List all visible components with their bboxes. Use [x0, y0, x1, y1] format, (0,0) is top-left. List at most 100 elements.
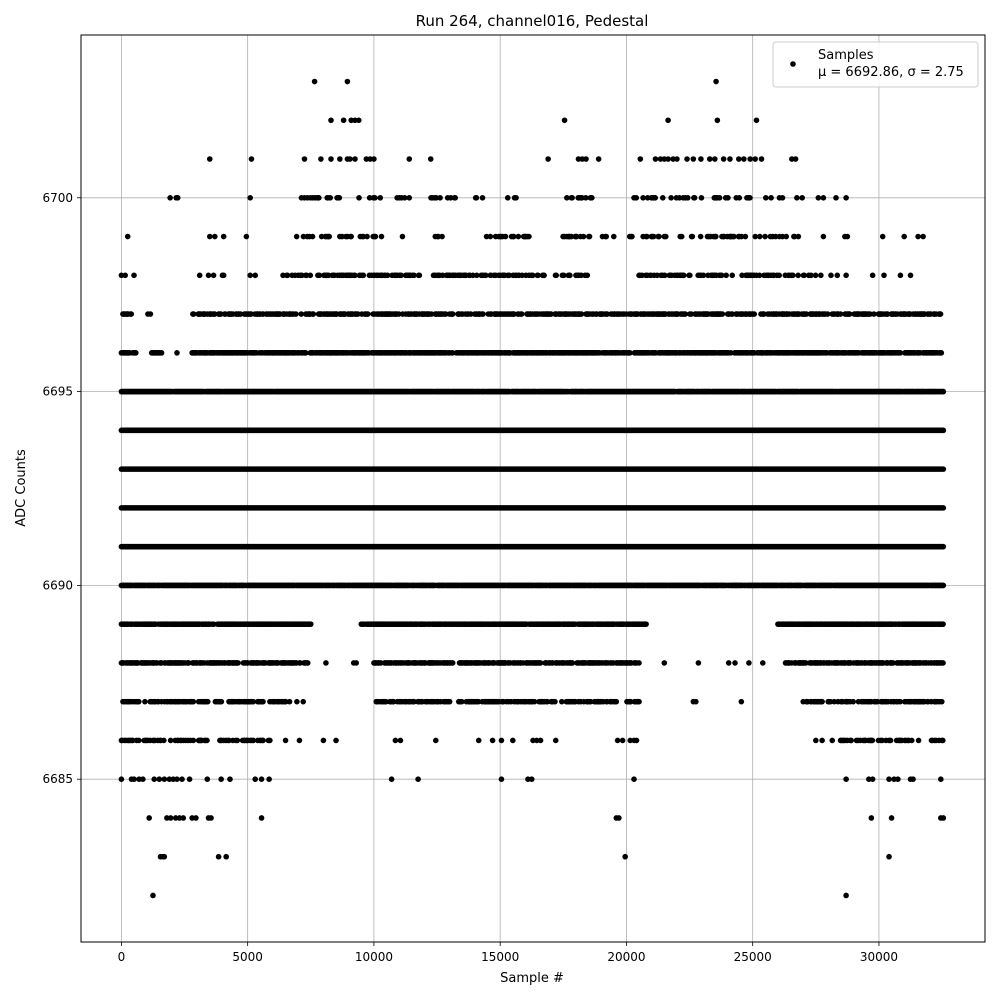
scatter-point: [633, 194, 640, 201]
scatter-point: [307, 621, 314, 627]
scatter-level-6700: [167, 194, 849, 201]
scatter-point: [584, 272, 591, 279]
scatter-point: [449, 660, 456, 666]
scatter-point: [820, 194, 827, 201]
scatter-point: [439, 233, 445, 240]
scatter-point: [212, 233, 218, 240]
scatter-point: [879, 233, 886, 240]
scatter-point: [795, 272, 801, 279]
scatter-point: [535, 272, 541, 279]
scatter-point: [513, 194, 519, 201]
scatter-point: [355, 117, 362, 124]
scatter-point: [247, 194, 253, 201]
scatter-point: [758, 156, 765, 162]
scatter-point: [372, 194, 378, 201]
scatter-point: [174, 194, 181, 201]
scatter-point: [416, 272, 423, 279]
scatter-point: [327, 194, 334, 201]
scatter-point: [301, 156, 308, 162]
scatter-point: [742, 233, 749, 240]
scatter-point: [564, 194, 570, 201]
scatter-point: [567, 272, 573, 279]
scatter-point: [603, 233, 610, 240]
scatter-point: [364, 233, 370, 240]
scatter-point: [371, 156, 377, 162]
scatter-point: [586, 233, 593, 240]
scatter-point: [378, 233, 385, 240]
scatter-point: [399, 233, 406, 240]
scatter-point: [756, 272, 763, 279]
scatter-point: [326, 233, 333, 240]
scatter-point: [316, 194, 322, 201]
scatter-point: [553, 272, 560, 279]
scatter-point: [122, 272, 128, 279]
scatter-point: [644, 233, 650, 240]
scatter-point: [869, 272, 876, 279]
scatter-point: [752, 233, 759, 240]
scatter-points: [118, 78, 947, 899]
scatter-point: [674, 156, 680, 162]
scatter-point: [569, 194, 575, 201]
scatter-point: [336, 194, 343, 201]
scatter-point: [284, 272, 291, 279]
scatter-point: [529, 272, 536, 279]
scatter-point: [940, 582, 947, 589]
scatter-point: [718, 272, 725, 279]
scatter-level-6698: [118, 272, 914, 279]
scatter-point: [776, 272, 783, 279]
scatter-point: [665, 117, 671, 124]
scatter-level-6690: [118, 582, 947, 589]
scatter-point: [174, 350, 180, 356]
scatter-point: [473, 272, 480, 279]
scatter-point: [736, 194, 743, 201]
scatter-point: [698, 194, 705, 201]
scatter-level-6703: [311, 78, 719, 85]
scatter-point: [637, 156, 644, 162]
scatter-point: [844, 233, 851, 240]
scatter-point: [779, 194, 786, 201]
scatter-point: [938, 350, 945, 356]
scatter-point: [589, 194, 595, 201]
scatter-point: [752, 156, 759, 162]
scatter-point: [659, 194, 666, 201]
scatter-point: [897, 350, 904, 356]
scatter-point: [473, 194, 480, 201]
scatter-point: [843, 194, 849, 201]
scatter-point: [304, 660, 311, 666]
scatter-point: [824, 311, 831, 317]
scatter-point: [210, 272, 217, 279]
scatter-point: [665, 156, 671, 162]
scatter-point: [406, 194, 413, 201]
scatter-point: [794, 194, 800, 201]
scatter-point: [293, 311, 299, 317]
scatter-point: [578, 311, 585, 317]
scatter-point: [437, 194, 443, 201]
scatter-point: [511, 233, 517, 240]
scatter-point: [731, 233, 737, 240]
scatter-level-6702: [328, 117, 760, 124]
scatter-level-6688: [118, 660, 946, 666]
scatter-point: [158, 350, 165, 356]
scatter-point: [751, 311, 758, 317]
scatter-point: [714, 117, 721, 124]
scatter-point: [365, 311, 371, 317]
scatter-point: [243, 233, 250, 240]
scatter-point: [682, 311, 689, 317]
scatter-point: [940, 388, 947, 395]
scatter-point: [663, 233, 669, 240]
scatter-point: [128, 311, 135, 317]
scatter-point: [595, 156, 602, 162]
scatter-point: [741, 156, 747, 162]
scatter-point: [372, 233, 379, 240]
scatter-point: [716, 194, 723, 201]
scatter-point: [384, 272, 391, 279]
scatter-point: [843, 272, 849, 279]
scatter-point: [504, 194, 511, 201]
scatter-point: [713, 78, 719, 85]
scatter-point: [747, 156, 753, 162]
scatter-point: [690, 156, 697, 162]
scatter-point: [482, 272, 489, 279]
scatter-point: [360, 272, 367, 279]
scatter-level-6699: [124, 233, 926, 240]
scatter-point: [662, 272, 668, 279]
